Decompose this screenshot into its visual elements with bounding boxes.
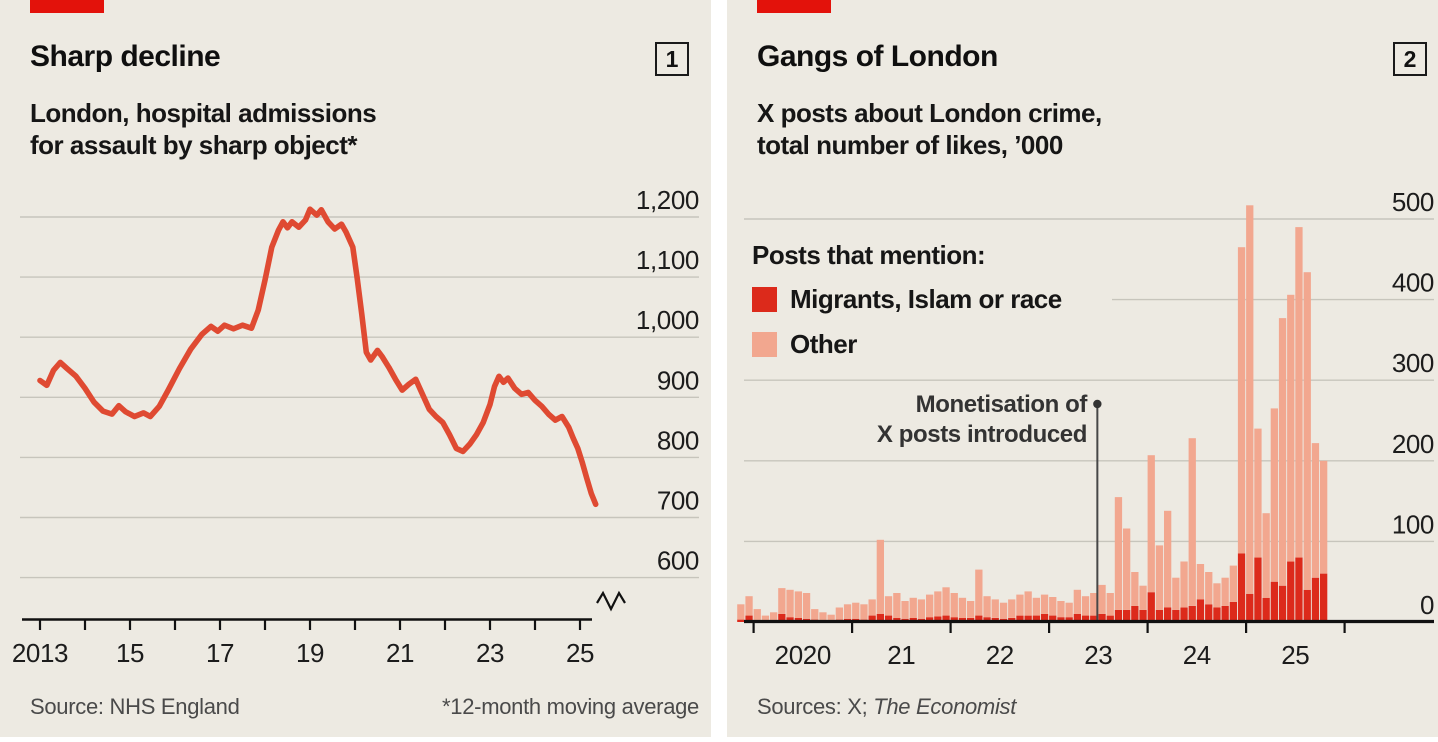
x-axis: 2013 15 17 19 21 23 25 <box>12 618 594 668</box>
legend-title: Posts that mention: <box>752 240 986 270</box>
source-text-left: Source: NHS England <box>30 694 240 719</box>
annotation-line1: Monetisation of <box>915 391 1088 418</box>
svg-text:100: 100 <box>1392 509 1434 539</box>
source-text-right: Sources: X; The Economist <box>757 694 1017 719</box>
svg-text:24: 24 <box>1183 640 1211 670</box>
svg-text:15: 15 <box>116 638 144 668</box>
chart-subtitle-left-line1: London, hospital admissions <box>30 98 377 128</box>
svg-text:1,200: 1,200 <box>636 185 699 215</box>
panel-gangs-of-london: 0 100 200 300 400 500 2020 21 22 23 24 25 Gangs of … <box>727 0 1438 737</box>
chart-title-left: Sharp decline <box>30 40 221 73</box>
svg-text:23: 23 <box>476 638 504 668</box>
svg-text:200: 200 <box>1392 429 1434 459</box>
y-axis-labels: 0 100 200 300 400 500 <box>1392 187 1435 620</box>
bars-other <box>737 205 1328 621</box>
svg-text:700: 700 <box>657 486 699 516</box>
panel-sharp-decline: 1,200 1,100 1,000 900 800 700 600 2013 15 17 19 21 2… <box>0 0 711 737</box>
source-italic-right: The Economist <box>873 694 1017 719</box>
svg-text:1,100: 1,100 <box>636 245 699 275</box>
svg-text:300: 300 <box>1392 348 1434 378</box>
svg-text:1,000: 1,000 <box>636 305 699 335</box>
chart-subtitle-left: London, hospital admissions for assault … <box>30 97 377 161</box>
legend-swatch-mentions-icon <box>752 287 777 312</box>
svg-text:23: 23 <box>1084 640 1112 670</box>
y-axis-labels: 1,200 1,100 1,000 900 800 700 600 <box>636 185 699 576</box>
stacked-bar-chart: 0 100 200 300 400 500 2020 21 22 23 24 25 <box>727 0 1438 737</box>
annotation-monetisation: Monetisation of X posts introduced <box>876 390 1088 450</box>
svg-text:2020: 2020 <box>775 640 831 670</box>
admissions-line-series <box>37 206 599 508</box>
svg-text:21: 21 <box>887 640 915 670</box>
chart-subtitle-right-line1: X posts about London crime, <box>757 98 1102 128</box>
bars-mentions <box>737 553 1328 623</box>
svg-text:17: 17 <box>206 638 234 668</box>
axis-break-icon <box>596 590 626 612</box>
economist-red-tab-icon <box>30 0 104 13</box>
footer-left: Source: NHS England *12-month moving ave… <box>30 694 699 720</box>
line-chart: 1,200 1,100 1,000 900 800 700 600 2013 15 17 19 21 2… <box>0 0 711 737</box>
footnote-text-left: *12-month moving average <box>442 694 699 719</box>
footer-right: Sources: X; The Economist <box>757 694 1426 720</box>
legend-swatch-other-icon <box>752 332 777 357</box>
chart-subtitle-left-line2: for assault by sharp object* <box>30 130 357 160</box>
legend-label-mentions: Migrants, Islam or race <box>790 284 1062 314</box>
svg-text:2013: 2013 <box>12 638 68 668</box>
figure-number-badge-2: 2 <box>1393 42 1427 76</box>
annotation-dot-icon <box>1093 399 1102 409</box>
svg-text:22: 22 <box>986 640 1014 670</box>
economist-red-tab-icon <box>757 0 831 13</box>
svg-text:600: 600 <box>657 546 699 576</box>
gridlines <box>20 216 699 579</box>
figure-number-badge-1: 1 <box>655 42 689 76</box>
svg-text:25: 25 <box>1281 640 1309 670</box>
x-axis: 2020 21 22 23 24 25 <box>744 619 1434 670</box>
svg-text:25: 25 <box>566 638 594 668</box>
svg-text:800: 800 <box>657 425 699 455</box>
svg-text:400: 400 <box>1392 268 1434 298</box>
legend: Posts that mention: Migrants, Islam or r… <box>752 240 1062 359</box>
svg-text:21: 21 <box>386 638 414 668</box>
chart-subtitle-right-line2: total number of likes, ’000 <box>757 130 1063 160</box>
svg-text:900: 900 <box>657 365 699 395</box>
svg-text:500: 500 <box>1392 187 1434 217</box>
svg-text:19: 19 <box>296 638 324 668</box>
annotation-line2: X posts introduced <box>876 421 1088 448</box>
chart-subtitle-right: X posts about London crime, total number… <box>757 97 1102 161</box>
svg-text:0: 0 <box>1420 590 1434 620</box>
stacked-bar-chart-svg: 0 100 200 300 400 500 2020 21 22 23 24 25 <box>737 187 1435 670</box>
legend-label-other: Other <box>790 329 857 359</box>
legend-item-other: Other <box>752 329 857 360</box>
chart-title-right: Gangs of London <box>757 40 998 73</box>
legend-item-mentions: Migrants, Islam or race <box>752 284 1062 315</box>
